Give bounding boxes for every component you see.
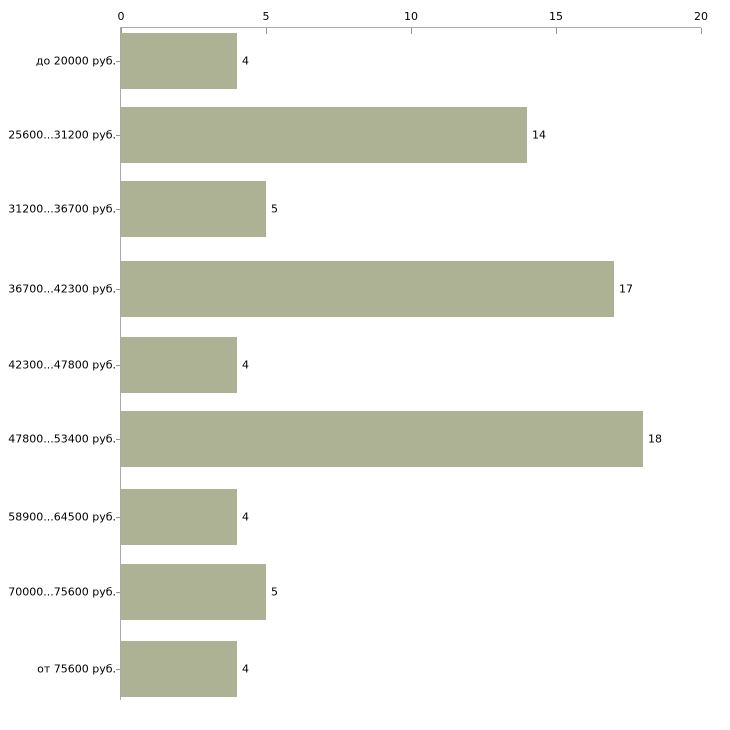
category-label-3: 36700...42300 руб.: [8, 282, 116, 296]
bar-value-label-5: 18: [648, 432, 662, 446]
category-label-4: 42300...47800 руб.: [8, 358, 116, 372]
category-label-6: 58900...64500 руб.: [8, 510, 116, 524]
bar-5: [121, 411, 643, 467]
bar-value-label-0: 4: [242, 54, 249, 68]
bar-value-label-8: 4: [242, 662, 249, 676]
category-tick-6: [116, 517, 120, 518]
category-label-0: до 20000 руб.: [35, 54, 116, 68]
bar-0: [121, 33, 237, 89]
bar-4: [121, 337, 237, 393]
bar-6: [121, 489, 237, 545]
x-tick-mark-1: [266, 28, 267, 34]
y-axis-line: [120, 27, 121, 700]
category-tick-8: [116, 669, 120, 670]
category-label-8: от 75600 руб.: [37, 662, 116, 676]
x-tick-label-2: 10: [404, 10, 418, 23]
x-tick-label-1: 5: [262, 10, 270, 23]
category-tick-1: [116, 135, 120, 136]
x-tick-mark-4: [701, 28, 702, 34]
x-tick-label-0: 0: [117, 10, 125, 23]
x-tick-mark-3: [556, 28, 557, 34]
category-tick-7: [116, 592, 120, 593]
x-tick-mark-2: [411, 28, 412, 34]
category-label-5: 47800...53400 руб.: [8, 432, 116, 446]
category-tick-2: [116, 209, 120, 210]
bar-1: [121, 107, 527, 163]
x-axis-line: [121, 27, 701, 28]
bar-7: [121, 564, 266, 620]
bar-value-label-3: 17: [619, 282, 633, 296]
bar-8: [121, 641, 237, 697]
bar-value-label-7: 5: [271, 585, 278, 599]
category-tick-0: [116, 61, 120, 62]
category-tick-5: [116, 439, 120, 440]
bar-3: [121, 261, 614, 317]
category-tick-4: [116, 365, 120, 366]
bar-value-label-2: 5: [271, 202, 278, 216]
bar-value-label-6: 4: [242, 510, 249, 524]
bar-value-label-4: 4: [242, 358, 249, 372]
category-label-1: 25600...31200 руб.: [8, 128, 116, 142]
x-tick-label-3: 15: [549, 10, 563, 23]
x-tick-mark-0: [121, 28, 122, 34]
bar-value-label-1: 14: [532, 128, 546, 142]
bar-2: [121, 181, 266, 237]
x-tick-label-4: 20: [694, 10, 708, 23]
category-label-2: 31200...36700 руб.: [8, 202, 116, 216]
category-tick-3: [116, 289, 120, 290]
category-label-7: 70000...75600 руб.: [8, 585, 116, 599]
